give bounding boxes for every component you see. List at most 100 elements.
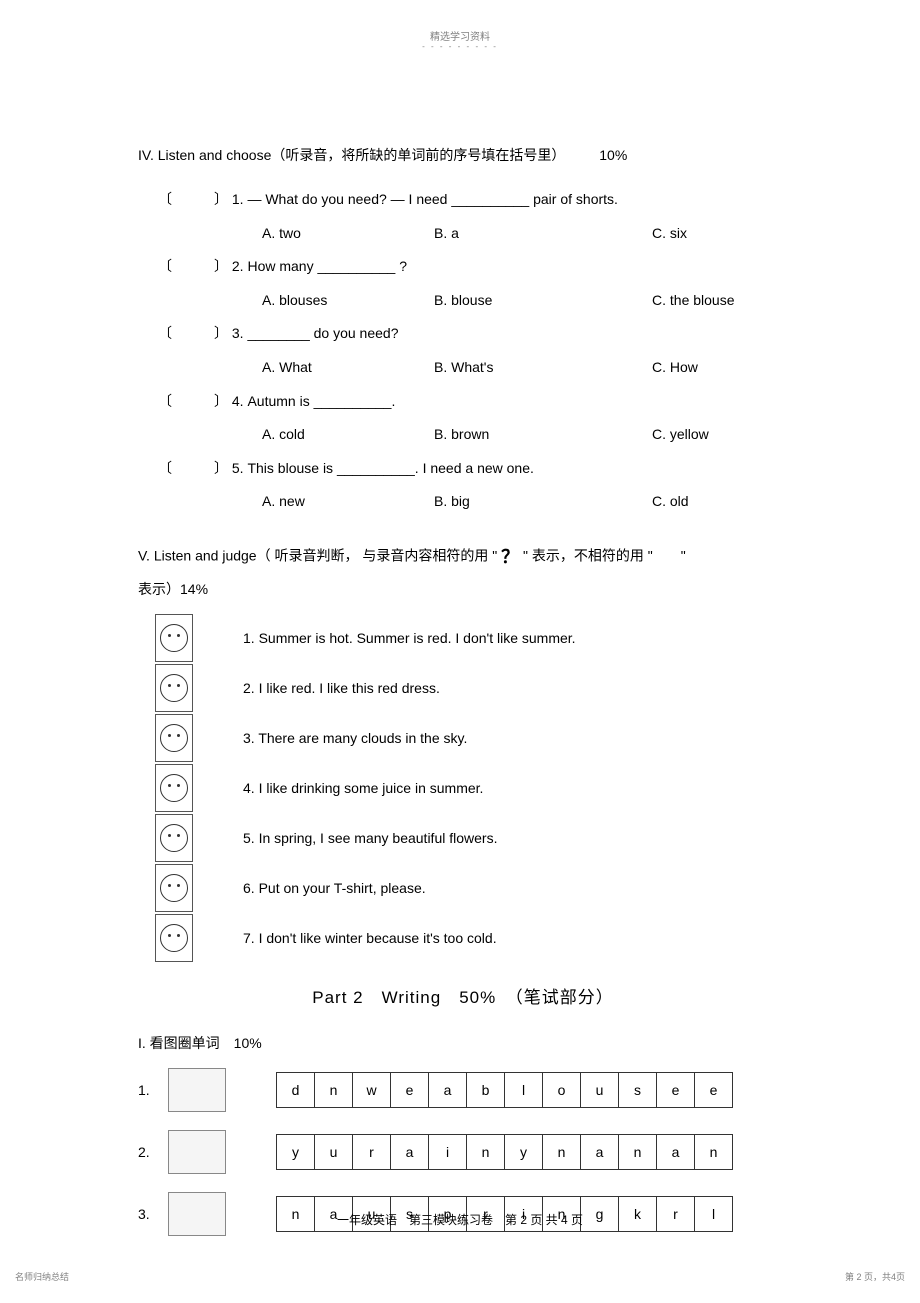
header-dots: - - - - - - - - - — [422, 42, 498, 51]
face-icon — [160, 624, 188, 652]
letter-cell[interactable]: n — [466, 1134, 505, 1170]
word-image — [168, 1192, 226, 1236]
letter-cell[interactable]: r — [352, 1134, 391, 1170]
section-iv-text: IV. Listen and choose（听录音，将所缺的单词前的序号填在括号… — [138, 147, 565, 163]
option-a[interactable]: A. two — [262, 217, 434, 251]
word-number: 2. — [138, 1144, 168, 1160]
option-b[interactable]: B. big — [434, 485, 652, 519]
face-box[interactable] — [155, 814, 193, 862]
judge-text: 7. I don't like winter because it's too … — [243, 930, 497, 946]
letter-cell[interactable]: e — [694, 1072, 733, 1108]
option-b[interactable]: B. blouse — [434, 284, 652, 318]
bracket[interactable]: 〔 〕 — [158, 191, 228, 207]
footer-left: 名师归纳总结 — [15, 1270, 69, 1283]
page-footer: 一年级英语 第三模块练习卷 第 2 页 共 4 页 — [337, 1211, 583, 1228]
letter-cell[interactable]: r — [656, 1196, 695, 1232]
letter-cell[interactable]: a — [656, 1134, 695, 1170]
letter-cell[interactable]: g — [580, 1196, 619, 1232]
bracket[interactable]: 〔 〕 — [158, 325, 228, 341]
judge-item: 1. Summer is hot. Summer is red. I don't… — [138, 613, 788, 663]
letter-grid: dnweablousee — [276, 1072, 733, 1108]
question-text: 5. This blouse is __________. I need a n… — [232, 460, 534, 476]
letter-cell[interactable]: y — [276, 1134, 315, 1170]
option-b[interactable]: B. a — [434, 217, 652, 251]
face-box[interactable] — [155, 714, 193, 762]
question-text: 3. ________ do you need? — [232, 325, 399, 341]
letter-cell[interactable]: n — [314, 1072, 353, 1108]
header-label: 精选学习资料 — [430, 28, 490, 43]
question-row: 〔 〕 4. Autumn is __________. — [138, 385, 788, 419]
section-i-title: I. 看图圈单词 10% — [138, 1033, 788, 1053]
question-text: 1. — What do you need? — I need ________… — [232, 191, 618, 207]
bracket[interactable]: 〔 〕 — [158, 460, 228, 476]
word-row: 2.yurainynanan — [138, 1130, 788, 1174]
face-icon — [160, 924, 188, 952]
option-c[interactable]: C. the blouse — [652, 284, 735, 318]
letter-cell[interactable]: u — [580, 1072, 619, 1108]
face-icon — [160, 724, 188, 752]
face-box[interactable] — [155, 764, 193, 812]
judge-text: 2. I like red. I like this red dress. — [243, 680, 440, 696]
question-text: 2. How many __________ ? — [232, 258, 407, 274]
letter-cell[interactable]: o — [542, 1072, 581, 1108]
word-number: 1. — [138, 1082, 168, 1098]
section-v-text1b: " 表示，不相符的用 " " — [523, 548, 686, 564]
face-box[interactable] — [155, 914, 193, 962]
face-box[interactable] — [155, 614, 193, 662]
section-v-text2: 表示）14% — [138, 581, 208, 597]
options-row: A. blousesB. blouseC. the blouse — [138, 284, 788, 318]
bracket[interactable]: 〔 〕 — [158, 258, 228, 274]
letter-cell[interactable]: n — [542, 1134, 581, 1170]
face-box[interactable] — [155, 864, 193, 912]
option-a[interactable]: A. blouses — [262, 284, 434, 318]
judge-text: 6. Put on your T-shirt, please. — [243, 880, 426, 896]
judge-item: 4. I like drinking some juice in summer. — [138, 763, 788, 813]
section-v-text1: V. Listen and judge（ 听录音判断， 与录音内容相符的用 " — [138, 548, 497, 564]
letter-cell[interactable]: u — [314, 1134, 353, 1170]
judge-text: 4. I like drinking some juice in summer. — [243, 780, 483, 796]
judge-text: 3. There are many clouds in the sky. — [243, 730, 467, 746]
face-box[interactable] — [155, 664, 193, 712]
judge-list: 1. Summer is hot. Summer is red. I don't… — [138, 613, 788, 963]
letter-cell[interactable]: n — [618, 1134, 657, 1170]
section-iv-percent: 10% — [599, 147, 627, 163]
letter-cell[interactable]: a — [390, 1134, 429, 1170]
letter-cell[interactable]: y — [504, 1134, 543, 1170]
question-row: 〔 〕 5. This blouse is __________. I need… — [138, 452, 788, 486]
judge-text: 1. Summer is hot. Summer is red. I don't… — [243, 630, 576, 646]
option-c[interactable]: C. How — [652, 351, 698, 385]
word-image — [168, 1130, 226, 1174]
letter-cell[interactable]: d — [276, 1072, 315, 1108]
letter-cell[interactable]: e — [390, 1072, 429, 1108]
letter-cell[interactable]: e — [656, 1072, 695, 1108]
letter-cell[interactable]: n — [276, 1196, 315, 1232]
judge-item: 5. In spring, I see many beautiful flowe… — [138, 813, 788, 863]
option-a[interactable]: A. new — [262, 485, 434, 519]
letter-cell[interactable]: b — [466, 1072, 505, 1108]
letter-cell[interactable]: i — [428, 1134, 467, 1170]
letter-cell[interactable]: w — [352, 1072, 391, 1108]
judge-item: 6. Put on your T-shirt, please. — [138, 863, 788, 913]
letter-cell[interactable]: n — [694, 1134, 733, 1170]
letter-cell[interactable]: k — [618, 1196, 657, 1232]
question-row: 〔 〕 3. ________ do you need? — [138, 317, 788, 351]
option-c[interactable]: C. six — [652, 217, 687, 251]
bracket[interactable]: 〔 〕 — [158, 393, 228, 409]
letter-cell[interactable]: s — [618, 1072, 657, 1108]
letter-cell[interactable]: a — [580, 1134, 619, 1170]
option-b[interactable]: B. brown — [434, 418, 652, 452]
letter-cell[interactable]: l — [694, 1196, 733, 1232]
options-row: A. newB. bigC. old — [138, 485, 788, 519]
options-row: A. twoB. aC. six — [138, 217, 788, 251]
letter-cell[interactable]: l — [504, 1072, 543, 1108]
option-a[interactable]: A. cold — [262, 418, 434, 452]
option-b[interactable]: B. What's — [434, 351, 652, 385]
judge-item: 2. I like red. I like this red dress. — [138, 663, 788, 713]
letter-grid: yurainynanan — [276, 1134, 733, 1170]
option-c[interactable]: C. yellow — [652, 418, 709, 452]
main-content: IV. Listen and choose（听录音，将所缺的单词前的序号填在括号… — [138, 145, 788, 1254]
option-a[interactable]: A. What — [262, 351, 434, 385]
letter-cell[interactable]: a — [428, 1072, 467, 1108]
option-c[interactable]: C. old — [652, 485, 689, 519]
footer-right: 第 2 页，共4页 — [845, 1270, 905, 1283]
